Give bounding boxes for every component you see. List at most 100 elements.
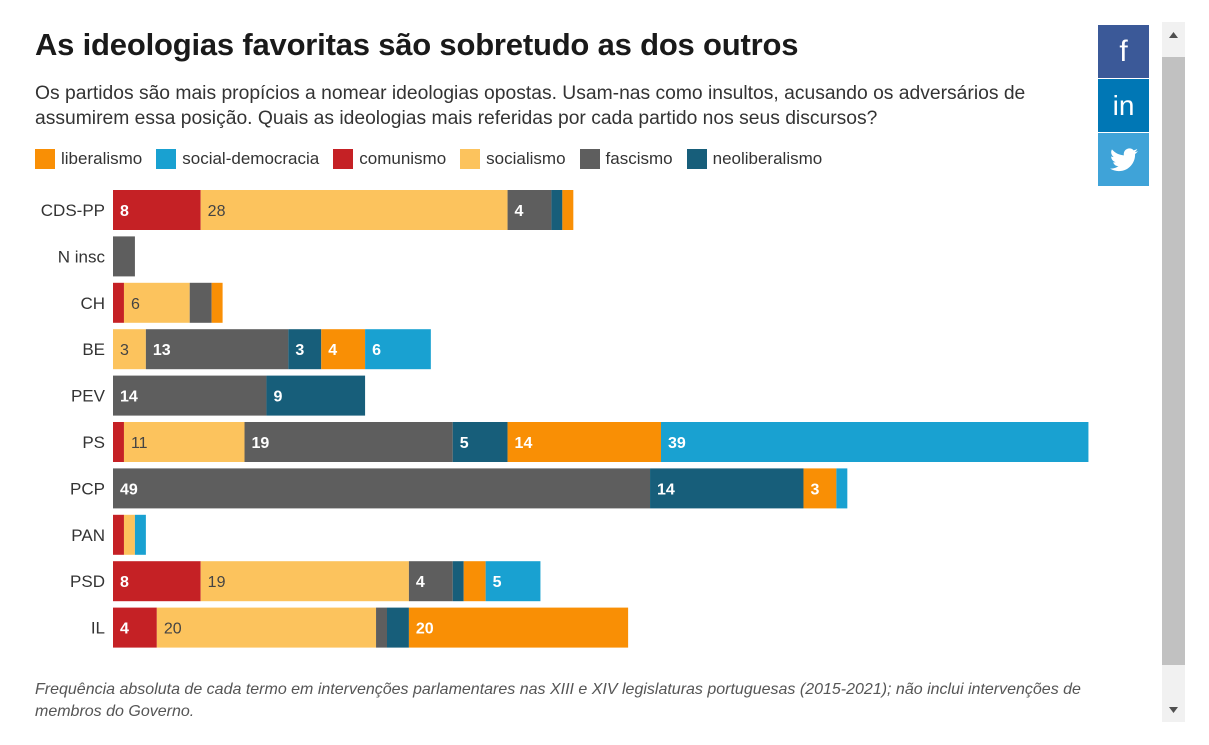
- legend-label: neoliberalismo: [712, 149, 823, 168]
- legend-item-social-democracia: social-democracia: [156, 149, 319, 169]
- bar-segment-neoliberalismo: [452, 422, 508, 462]
- category-label: CDS-PP: [41, 201, 105, 220]
- bar-segment-socialismo: [200, 561, 409, 602]
- category-label: BE: [82, 340, 105, 359]
- data-label: 14: [120, 389, 138, 406]
- data-label: 8: [120, 203, 129, 220]
- legend-label: comunismo: [359, 149, 447, 168]
- bar-segment-neoliberalismo: [650, 468, 804, 509]
- chart-title: As ideologias favoritas são sobretudo as…: [35, 27, 799, 62]
- bar-segment-neoliberalismo: [387, 607, 409, 648]
- legend-swatch: [333, 149, 354, 169]
- bar-segment-liberalismo: [463, 561, 486, 602]
- chart-footnote: Frequência absoluta de cada termo em int…: [35, 681, 1081, 720]
- linkedin-icon: in: [1112, 89, 1135, 121]
- data-label: 4: [515, 203, 524, 220]
- twitter-icon: [1109, 147, 1138, 171]
- scrollbar-thumb[interactable]: [1162, 57, 1185, 665]
- facebook-share-button[interactable]: f: [1098, 25, 1149, 78]
- bar-segment-liberalismo: [803, 468, 837, 509]
- data-label: 20: [416, 621, 434, 638]
- bar-segment-fascismo: [376, 607, 387, 648]
- bar-segment-comunismo: [113, 190, 201, 230]
- chart-subtitle: Os partidos são mais propícios a nomear …: [35, 83, 1026, 129]
- data-label: 5: [493, 574, 502, 591]
- data-label: 3: [810, 481, 819, 498]
- category-label: PSD: [70, 572, 105, 591]
- legend-label: liberalismo: [61, 149, 143, 168]
- legend-item-neoliberalismo: neoliberalismo: [686, 149, 823, 169]
- bar-segment-neoliberalismo: [452, 561, 464, 602]
- data-label: 11: [131, 435, 148, 452]
- category-label: N insc: [58, 247, 106, 266]
- bar-segment-social-democracia: [485, 561, 541, 602]
- bar-segment-fascismo: [113, 375, 267, 416]
- data-label: 9: [273, 389, 282, 406]
- bar-segment-socialismo: [123, 514, 135, 555]
- bar-segment-comunismo: [113, 422, 124, 462]
- bar-segment-comunismo: [113, 282, 124, 323]
- bar-segment-comunismo: [113, 514, 124, 555]
- legend-label: fascismo: [605, 149, 673, 168]
- bar-segment-fascismo: [113, 236, 135, 277]
- legend-item-comunismo: comunismo: [333, 149, 446, 169]
- legend-label: social-democracia: [182, 149, 320, 168]
- data-label: 19: [252, 435, 270, 452]
- bar-segment-fascismo: [113, 468, 651, 509]
- legend-label: socialismo: [486, 149, 566, 168]
- data-label: 4: [416, 574, 425, 591]
- legend-item-fascismo: fascismo: [579, 149, 673, 169]
- bar-segment-liberalismo: [562, 190, 574, 230]
- bar-segment-socialismo: [200, 190, 508, 230]
- bar-segment-social-democracia: [134, 514, 146, 555]
- twitter-share-button[interactable]: [1098, 133, 1149, 186]
- legend-swatch: [460, 149, 481, 169]
- chevron-down-icon: [1169, 707, 1178, 713]
- category-label: IL: [91, 619, 105, 638]
- category-label: PCP: [70, 479, 105, 498]
- bar-segment-social-democracia: [661, 422, 1089, 462]
- legend-swatch: [579, 149, 600, 169]
- data-label: 14: [657, 481, 675, 498]
- data-label: 4: [328, 342, 337, 359]
- linkedin-share-button[interactable]: in: [1098, 79, 1149, 132]
- bar-segment-socialismo: [123, 282, 190, 323]
- data-label: 8: [120, 574, 129, 591]
- bar-segment-liberalismo: [408, 607, 629, 648]
- chart-legend: liberalismo social-democracia comunismo soc…: [35, 148, 836, 170]
- scroll-down-arrow[interactable]: [1162, 697, 1185, 723]
- legend-swatch: [156, 149, 177, 169]
- bar-segment-neoliberalismo: [266, 375, 366, 416]
- bar-segment-liberalismo: [211, 282, 223, 323]
- scroll-up-arrow[interactable]: [1162, 22, 1185, 48]
- data-label: 5: [460, 435, 469, 452]
- data-label: 4: [120, 621, 129, 638]
- data-label: 19: [208, 574, 226, 591]
- bar-segment-fascismo: [408, 561, 453, 602]
- legend-swatch: [35, 149, 55, 169]
- bar-segment-neoliberalismo: [288, 329, 322, 370]
- legend-item-socialismo: socialismo: [460, 149, 566, 169]
- bar-segment-fascismo: [244, 422, 453, 462]
- bar-segment-fascismo: [507, 190, 552, 230]
- chevron-up-icon: [1169, 32, 1178, 38]
- category-label: PEV: [71, 387, 106, 406]
- facebook-icon: f: [1119, 34, 1128, 68]
- bar-segment-comunismo: [113, 607, 157, 648]
- bar-segment-socialismo: [156, 607, 377, 648]
- data-label: 14: [515, 435, 533, 452]
- data-label: 3: [295, 342, 304, 359]
- bar-segment-socialismo: [113, 329, 146, 370]
- data-label: 13: [153, 342, 171, 359]
- category-label: CH: [80, 294, 105, 313]
- data-label: 20: [164, 621, 182, 638]
- legend-swatch: [686, 149, 707, 169]
- bar-segment-neoliberalismo: [551, 190, 563, 230]
- bar-segment-fascismo: [145, 329, 289, 370]
- bar-segment-liberalismo: [321, 329, 366, 370]
- bar-segment-comunismo: [113, 561, 201, 602]
- data-label: 6: [372, 342, 381, 359]
- data-label: 39: [668, 435, 686, 452]
- bar-segment-social-democracia: [836, 468, 848, 509]
- category-label: PAN: [71, 526, 105, 545]
